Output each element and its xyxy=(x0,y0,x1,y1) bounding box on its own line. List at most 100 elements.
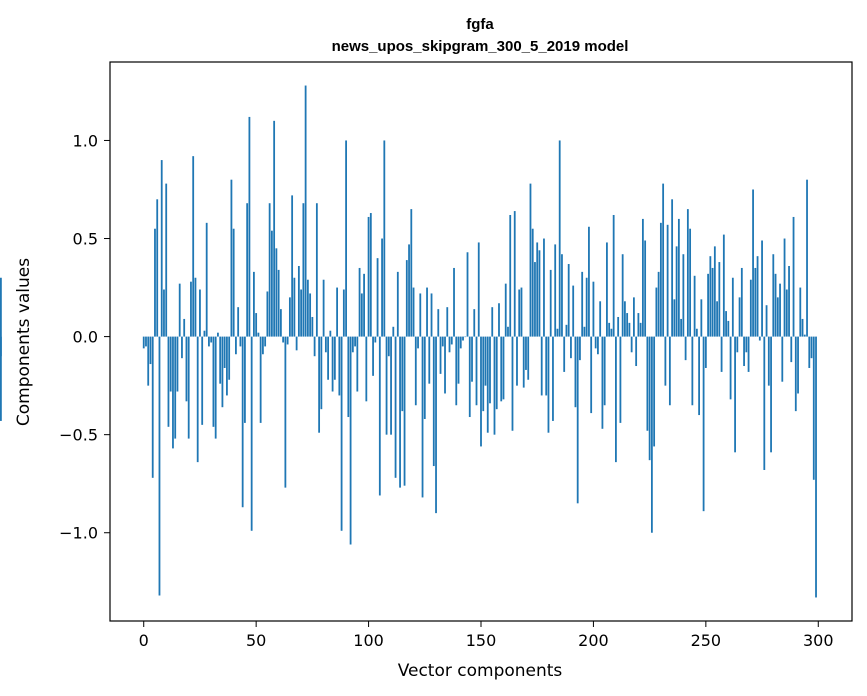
y-tick-label: 1.0 xyxy=(73,131,98,150)
bar xyxy=(693,275,696,337)
bar xyxy=(181,336,183,359)
bar xyxy=(731,277,734,337)
bar xyxy=(682,254,685,337)
bar xyxy=(788,265,790,337)
bar xyxy=(747,336,750,372)
bar xyxy=(311,316,314,337)
bar xyxy=(477,242,480,337)
bar xyxy=(803,334,806,337)
bar xyxy=(736,336,739,353)
y-tick-label: 0.0 xyxy=(73,328,98,347)
bar xyxy=(295,336,298,351)
bar xyxy=(727,320,730,337)
bar xyxy=(248,116,251,337)
bar xyxy=(680,318,683,337)
bar xyxy=(529,183,532,337)
bar xyxy=(799,287,802,337)
bar xyxy=(579,336,581,361)
bar xyxy=(304,85,307,337)
bar xyxy=(664,336,667,386)
bar xyxy=(767,336,770,386)
bar xyxy=(745,336,748,353)
bar xyxy=(300,289,303,337)
bar xyxy=(453,267,455,337)
bar xyxy=(210,336,213,343)
bar xyxy=(695,328,698,337)
bar xyxy=(704,336,707,368)
bar xyxy=(165,183,168,337)
bar xyxy=(401,336,404,412)
bar xyxy=(367,216,370,337)
bar xyxy=(761,240,763,337)
bar xyxy=(677,218,680,337)
bar xyxy=(351,336,354,353)
bar xyxy=(230,179,233,337)
bar xyxy=(176,336,179,392)
bar xyxy=(284,336,287,488)
bar xyxy=(653,336,656,447)
bar xyxy=(475,336,478,406)
bar xyxy=(327,336,329,380)
bar xyxy=(235,336,237,355)
bar xyxy=(239,336,242,347)
bar xyxy=(392,326,395,337)
bar xyxy=(369,213,372,337)
bar xyxy=(572,285,575,337)
bar xyxy=(156,199,159,337)
bar xyxy=(601,336,604,429)
bar xyxy=(365,336,368,402)
bar xyxy=(423,336,426,419)
bar xyxy=(635,336,638,367)
bar xyxy=(801,318,804,337)
bar xyxy=(531,228,534,337)
bar xyxy=(659,222,662,337)
bar xyxy=(214,336,217,439)
bar xyxy=(772,254,775,337)
bar xyxy=(437,309,440,337)
bar xyxy=(178,283,181,337)
bar xyxy=(576,336,579,504)
bar xyxy=(675,246,678,337)
bar xyxy=(590,336,593,414)
bar xyxy=(221,336,224,408)
bar xyxy=(662,183,665,337)
bar xyxy=(259,336,262,423)
bar xyxy=(154,228,156,337)
bar xyxy=(291,195,294,337)
bar xyxy=(776,297,779,337)
bar xyxy=(439,336,442,374)
bar xyxy=(444,336,446,394)
bar xyxy=(493,336,496,435)
bar xyxy=(372,336,374,376)
bar xyxy=(486,336,489,433)
bar xyxy=(608,322,611,337)
bar xyxy=(624,301,626,337)
bar xyxy=(273,120,276,337)
bar xyxy=(266,291,269,337)
bar xyxy=(329,330,332,337)
bar xyxy=(212,336,215,427)
bar xyxy=(457,336,460,384)
bar xyxy=(432,336,435,467)
bar xyxy=(203,330,206,337)
bar xyxy=(700,299,703,337)
bar xyxy=(187,336,190,439)
bar xyxy=(464,336,467,338)
bar xyxy=(707,273,709,337)
bar xyxy=(491,307,494,337)
bar xyxy=(689,228,692,337)
bar xyxy=(163,289,165,337)
bar xyxy=(790,336,793,363)
bar xyxy=(322,279,325,337)
bar xyxy=(691,336,694,406)
bar xyxy=(507,326,509,337)
bar xyxy=(408,244,410,337)
bar xyxy=(563,336,566,372)
bar xyxy=(347,336,350,418)
bar xyxy=(698,336,700,416)
bar xyxy=(709,256,712,337)
bar xyxy=(729,336,732,400)
bar xyxy=(637,313,640,337)
bar xyxy=(646,336,649,431)
